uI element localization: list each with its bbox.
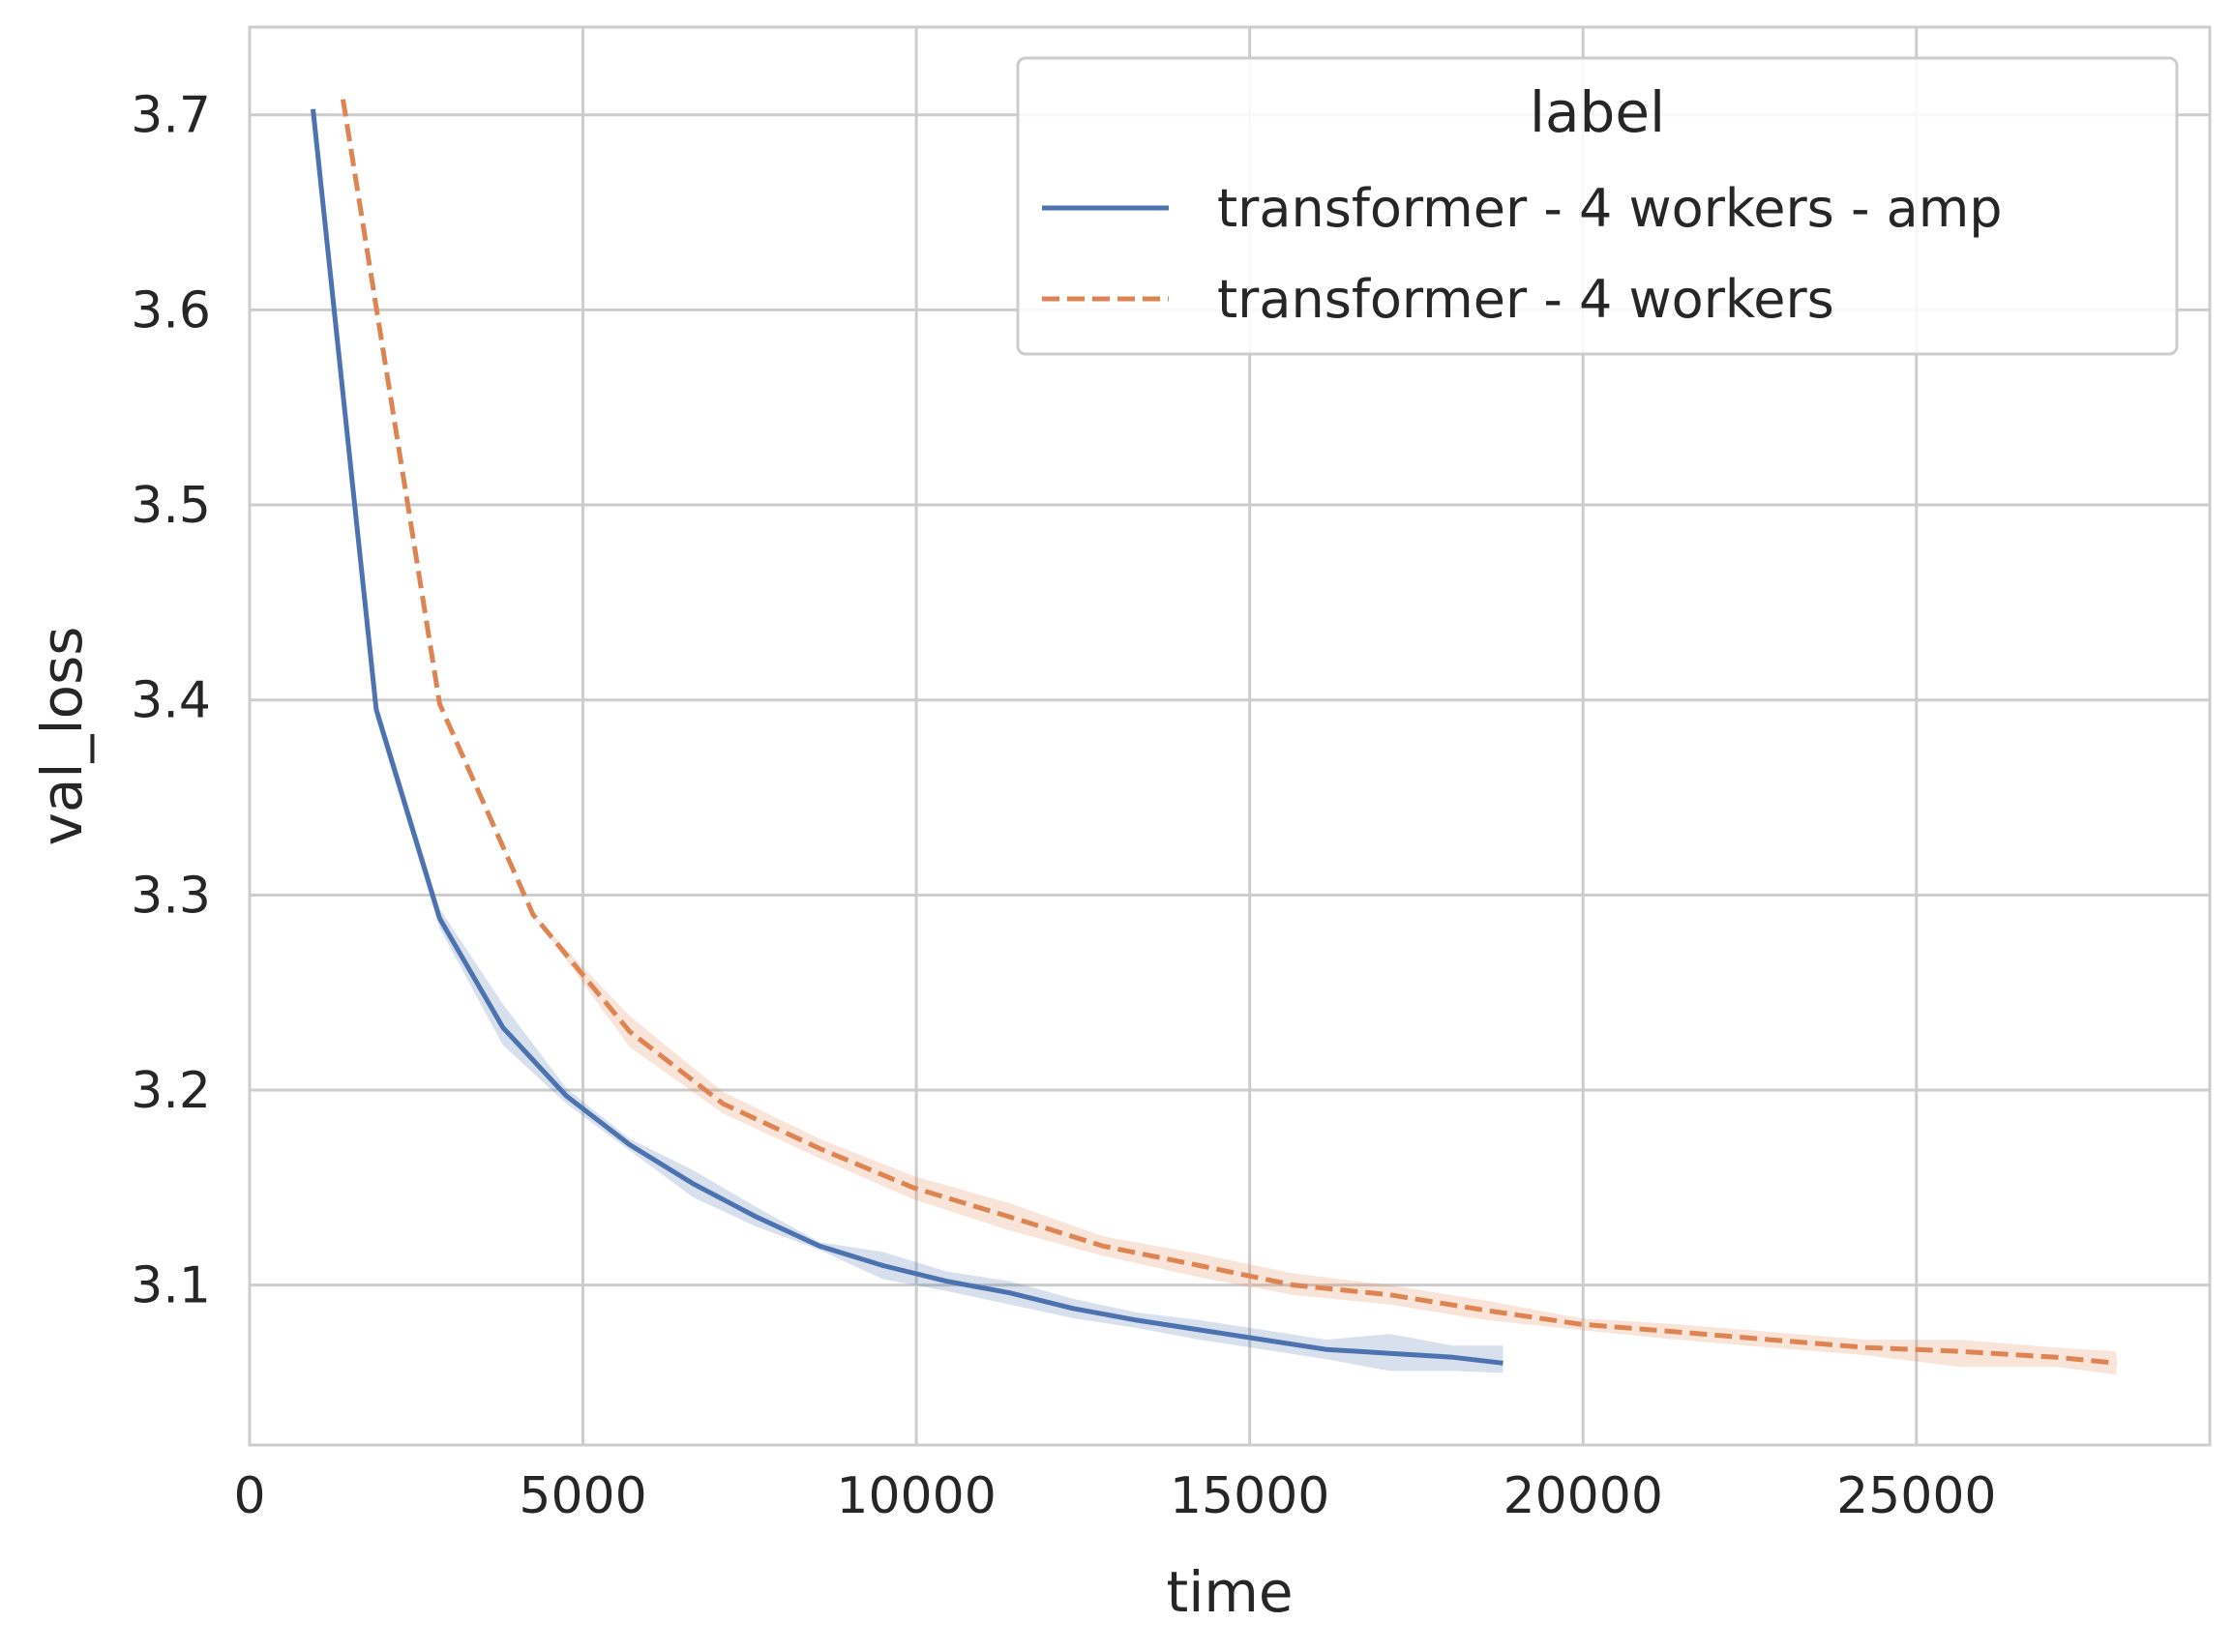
x-tick-label: 5000 (519, 1467, 646, 1525)
y-tick-label: 3.3 (131, 867, 211, 925)
y-tick-label: 3.7 (131, 87, 211, 145)
legend-label-2: transformer - 4 workers (1217, 269, 1834, 330)
plot-frame (248, 25, 2212, 1447)
series-line-1 (311, 108, 1504, 1366)
x-tick-label: 15000 (1170, 1467, 1329, 1525)
series-line-2 (341, 99, 2117, 1366)
tick-labels: 0 5000 10000 15000 20000 25000 3.1 3.2 3.3 3.4 3.5… (131, 87, 1996, 1525)
x-tick-label: 10000 (836, 1467, 996, 1525)
x-tick-label: 25000 (1836, 1467, 1996, 1525)
legend: label transformer - 4 workers - amptrans… (1016, 56, 2179, 356)
y-tick-label: 3.5 (131, 477, 211, 535)
legend-label-1: transformer - 4 workers - amp (1217, 178, 2003, 239)
y-tick-label: 3.6 (131, 281, 211, 339)
y-axis-label: val_loss (29, 626, 95, 845)
y-tick-label: 3.2 (131, 1062, 211, 1120)
x-tick-label: 20000 (1504, 1467, 1663, 1525)
legend-entries: transformer - 4 workers - amp transformer… (1042, 178, 2003, 330)
y-tick-label: 3.1 (131, 1257, 211, 1315)
legend-box (1016, 56, 2179, 356)
legend-title: label (1530, 79, 1665, 145)
series-lines (311, 99, 2117, 1366)
x-tick-label: 0 (233, 1467, 265, 1525)
x-axis-label: time (1166, 1559, 1293, 1625)
y-tick-label: 3.4 (131, 672, 211, 730)
